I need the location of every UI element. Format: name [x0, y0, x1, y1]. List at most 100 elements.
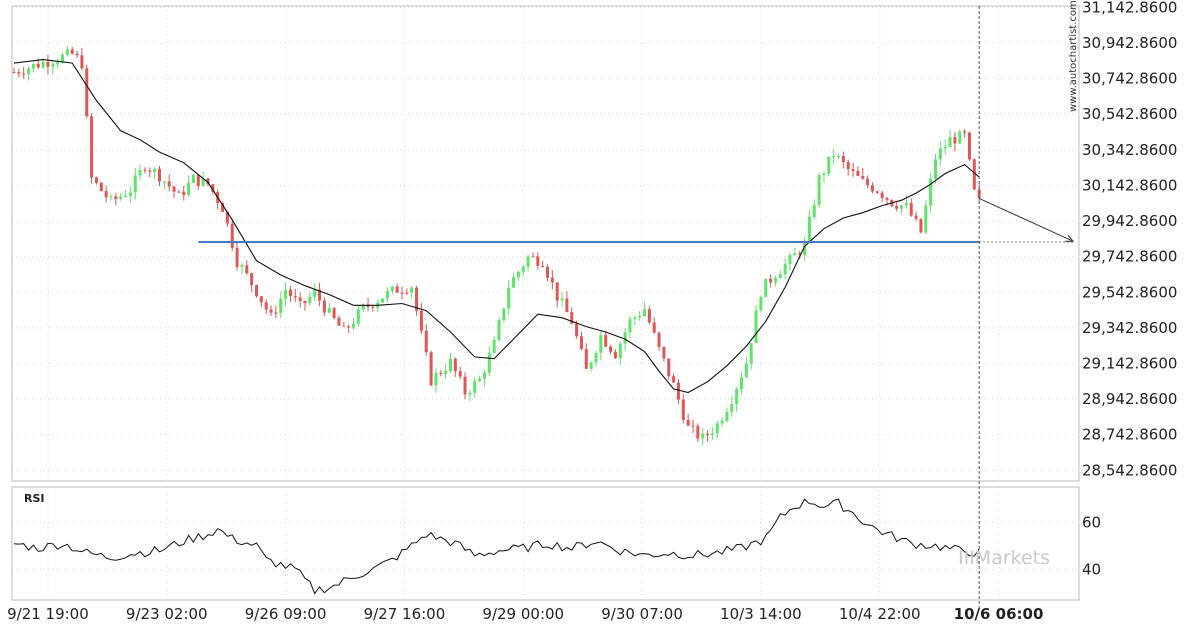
candle-body [953, 137, 957, 144]
candle-up [643, 302, 646, 317]
candle-body [56, 62, 60, 65]
candle-body [46, 61, 50, 67]
candle-up [735, 387, 739, 412]
candle-body [870, 185, 874, 192]
chart-frame [11, 5, 1080, 601]
candle-down [686, 413, 690, 427]
candle-body [429, 352, 433, 386]
candle-down [453, 357, 457, 377]
candle-body [153, 168, 157, 172]
candle-down [405, 288, 409, 295]
candle-body [526, 256, 530, 267]
candle-body [293, 296, 297, 298]
time-tick-label: 9/30 07:00 [601, 605, 683, 623]
candle-up [958, 129, 962, 144]
candle-body [255, 285, 258, 297]
candle-down [681, 393, 685, 424]
candle-up [924, 200, 928, 235]
candle-body [419, 310, 423, 331]
candle-body [579, 336, 583, 349]
candle-up [730, 396, 734, 417]
candle-up [589, 361, 593, 372]
candle-body [783, 264, 787, 275]
candle-down [672, 373, 676, 383]
candle-body [958, 131, 962, 144]
candle-body [162, 181, 166, 183]
candle-body [99, 182, 103, 192]
candle-down [696, 423, 700, 442]
candle-up [507, 279, 511, 315]
candle-body [706, 433, 710, 436]
candle-up [788, 252, 792, 272]
candle-body [143, 169, 147, 171]
candle-up [390, 285, 394, 295]
candle-down [22, 66, 26, 79]
candle-body [541, 265, 545, 267]
candle-body [837, 156, 840, 158]
candle-body [264, 302, 268, 310]
candle-up [381, 298, 385, 304]
candle-up [240, 262, 244, 275]
candle-body [676, 382, 680, 400]
candle-up [308, 291, 312, 307]
candle-body [793, 253, 797, 256]
gridlines [12, 6, 1079, 600]
candle-down [182, 186, 186, 201]
candle-body [36, 63, 40, 68]
candle-body [914, 215, 918, 219]
price-tick-label: 29,942.8600 [1082, 212, 1177, 230]
candle-body [337, 317, 341, 326]
candle-body [885, 197, 889, 200]
candle-up [638, 311, 642, 322]
rsi-line [13, 498, 980, 595]
price-tick-label: 30,342.8600 [1082, 141, 1177, 159]
candle-up [837, 154, 840, 159]
candle-down [579, 331, 583, 351]
rsi-tick-label: 40 [1082, 560, 1101, 578]
candle-down [647, 305, 651, 325]
candle-body [686, 419, 690, 426]
candle-down [584, 343, 588, 369]
candle-body [303, 300, 307, 304]
candle-down [861, 167, 865, 180]
candle-up [31, 63, 35, 73]
candle-up [744, 356, 748, 379]
candle-down [972, 158, 976, 191]
candle-body [822, 173, 826, 176]
candle-down [167, 174, 171, 192]
candle-down [769, 274, 773, 288]
candle-body [807, 216, 811, 242]
candle-body [856, 170, 860, 176]
candle-body [80, 55, 84, 69]
candle-up [133, 167, 137, 200]
candle-body [609, 346, 613, 352]
candle-body [211, 184, 215, 193]
candle-body [322, 300, 326, 313]
candle-down [303, 300, 307, 311]
candle-body [861, 175, 865, 179]
candle-up [187, 175, 191, 197]
candle-body [521, 266, 525, 272]
candle-body [138, 169, 142, 176]
candle-body [128, 192, 132, 196]
candle-down [667, 358, 671, 380]
candle-down [652, 316, 656, 335]
candle-body [599, 335, 603, 353]
candle-down [99, 182, 103, 192]
candle-up [279, 291, 283, 319]
candle-up [618, 341, 622, 365]
candle-body [827, 156, 831, 174]
candle-down [531, 252, 535, 258]
candle-up [497, 317, 501, 342]
candle-up [313, 283, 317, 301]
candle-body [172, 186, 176, 192]
forecast-arrow-line [978, 197, 1074, 242]
candle-body [647, 309, 651, 323]
price-tick-label: 30,542.8600 [1082, 105, 1177, 123]
candle-body [536, 256, 540, 266]
price-tick-label: 28,542.8600 [1082, 461, 1177, 479]
candle-body [696, 425, 700, 439]
candle-down [458, 366, 462, 380]
candle-body [206, 178, 210, 185]
candle-body [85, 68, 89, 117]
